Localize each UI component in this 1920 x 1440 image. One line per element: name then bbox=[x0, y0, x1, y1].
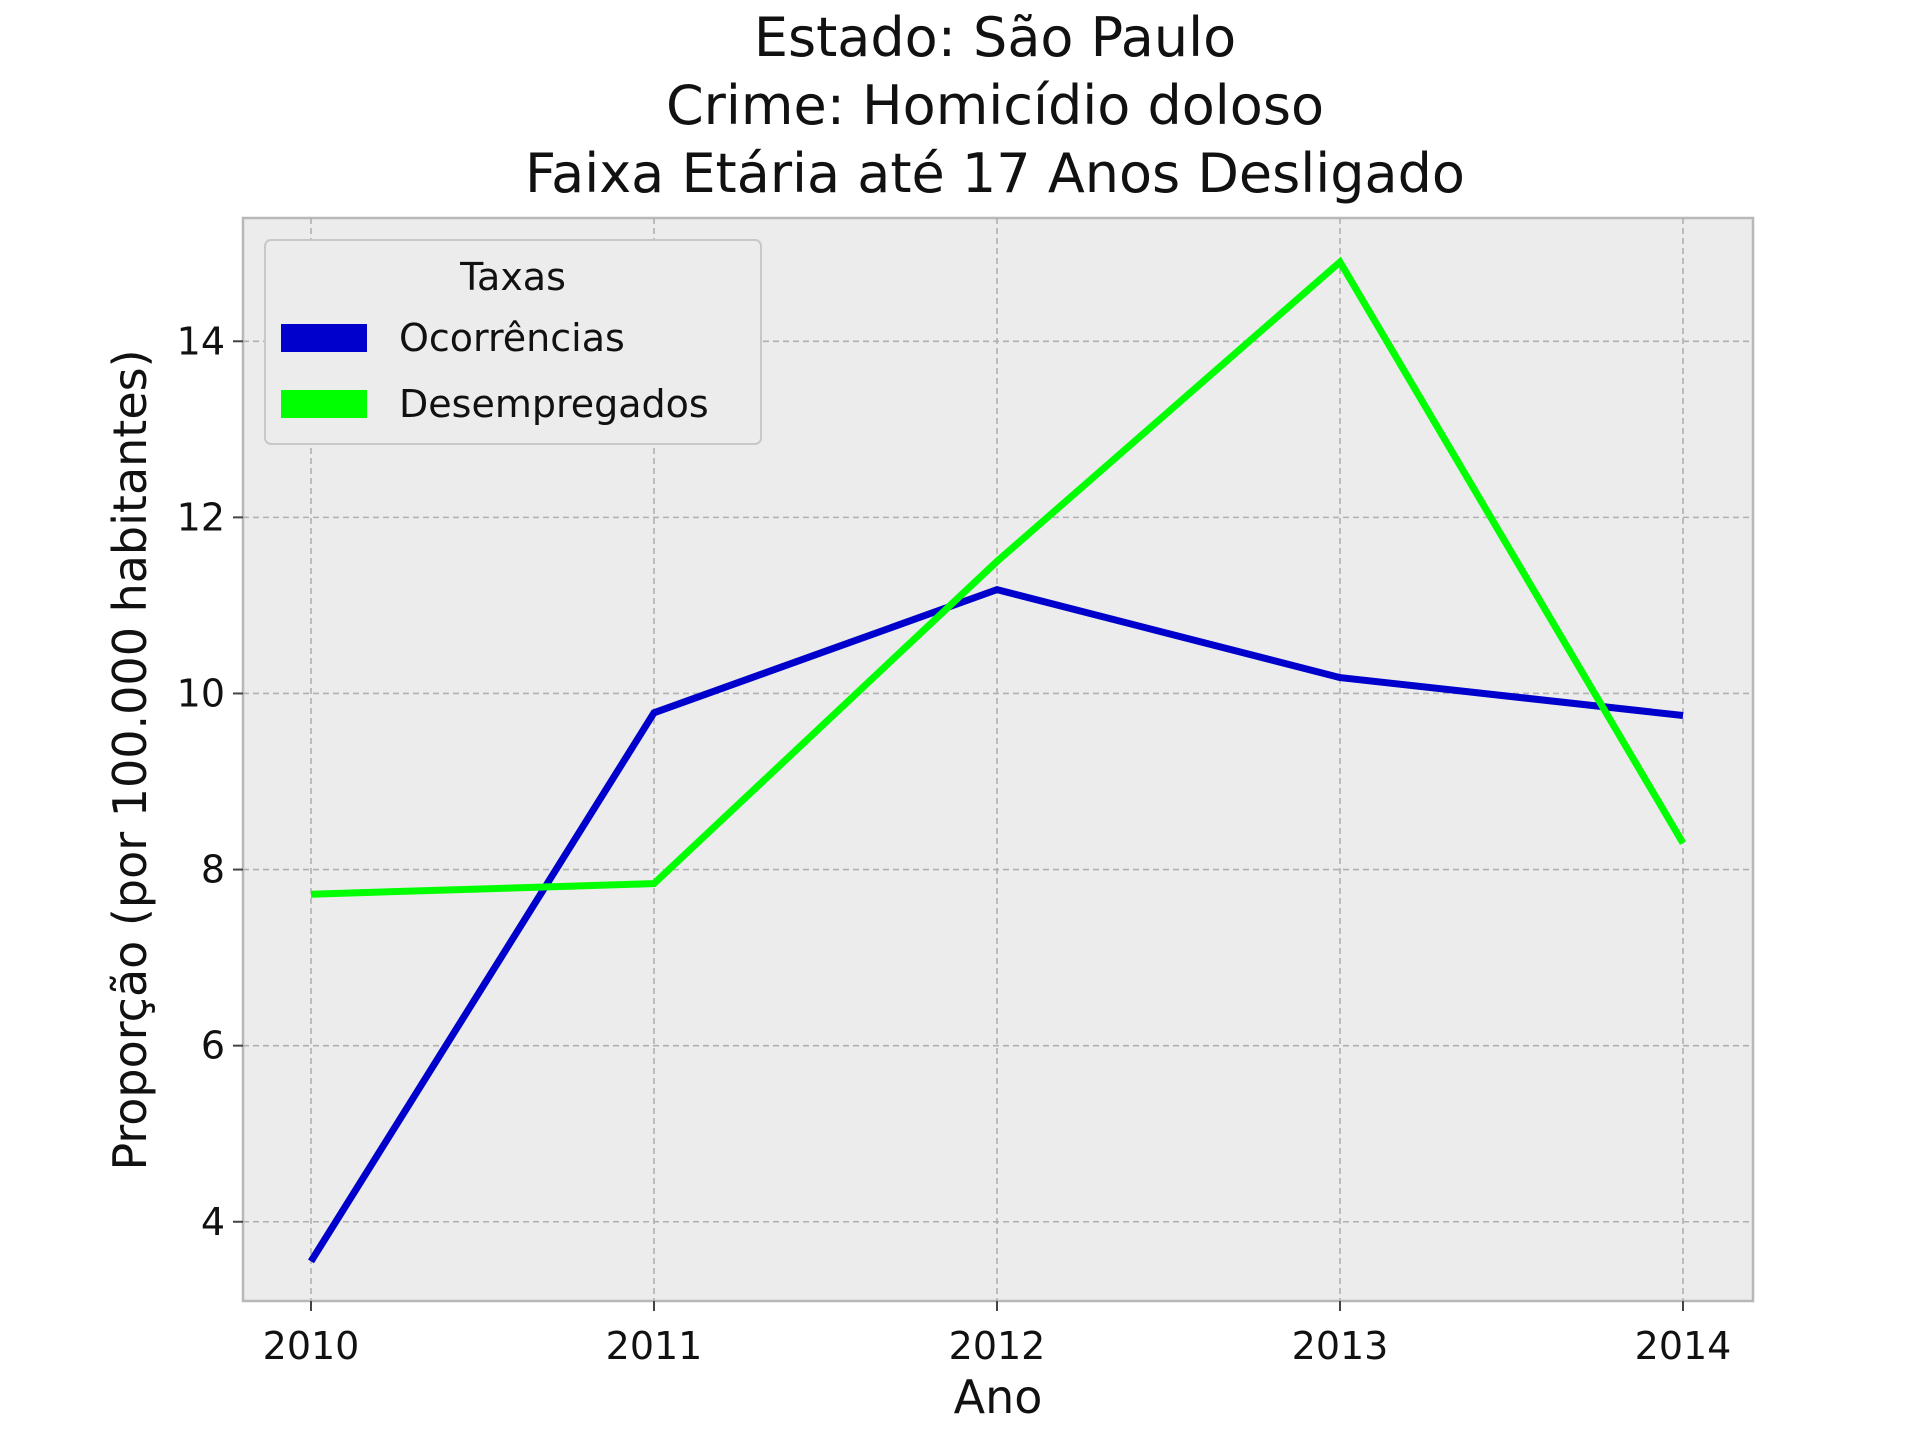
x-axis-label: Ano bbox=[954, 1370, 1043, 1424]
y-tick-label: 14 bbox=[177, 319, 225, 363]
title-line-1: Estado: São Paulo bbox=[754, 6, 1236, 69]
legend-swatch bbox=[281, 324, 367, 352]
x-axis-ticks: 2010 2011 2012 2013 2014 bbox=[263, 1301, 1732, 1368]
y-tick-label: 4 bbox=[201, 1200, 225, 1244]
legend-entry-label: Ocorrências bbox=[399, 316, 625, 360]
y-tick-label: 10 bbox=[177, 671, 225, 715]
y-axis-label: Proporção (por 100.000 habitantes) bbox=[103, 349, 157, 1170]
title-line-2: Crime: Homicídio doloso bbox=[666, 74, 1324, 137]
x-tick-label: 2012 bbox=[949, 1324, 1046, 1368]
legend: Taxas Ocorrências Desempregados bbox=[264, 239, 762, 445]
legend-box bbox=[264, 239, 762, 445]
chart-title: Estado: São Paulo Crime: Homicídio dolos… bbox=[525, 6, 1465, 205]
title-line-3: Faixa Etária até 17 Anos Desligado bbox=[525, 142, 1465, 205]
y-tick-label: 8 bbox=[201, 848, 225, 892]
legend-entry-label: Desempregados bbox=[399, 382, 709, 426]
x-tick-label: 2014 bbox=[1635, 1324, 1732, 1368]
x-tick-label: 2013 bbox=[1292, 1324, 1389, 1368]
x-tick-label: 2010 bbox=[263, 1324, 360, 1368]
series-lines bbox=[308, 256, 1687, 1264]
series-line-2 bbox=[310, 256, 1687, 898]
x-tick-label: 2011 bbox=[606, 1324, 703, 1368]
y-axis-ticks: 4 6 8 10 12 14 bbox=[177, 319, 243, 1244]
legend-title: Taxas bbox=[459, 255, 566, 299]
y-tick-label: 12 bbox=[177, 495, 225, 539]
series-line-1 bbox=[308, 585, 1684, 1264]
legend-swatch bbox=[281, 390, 367, 418]
y-tick-label: 6 bbox=[201, 1024, 225, 1068]
